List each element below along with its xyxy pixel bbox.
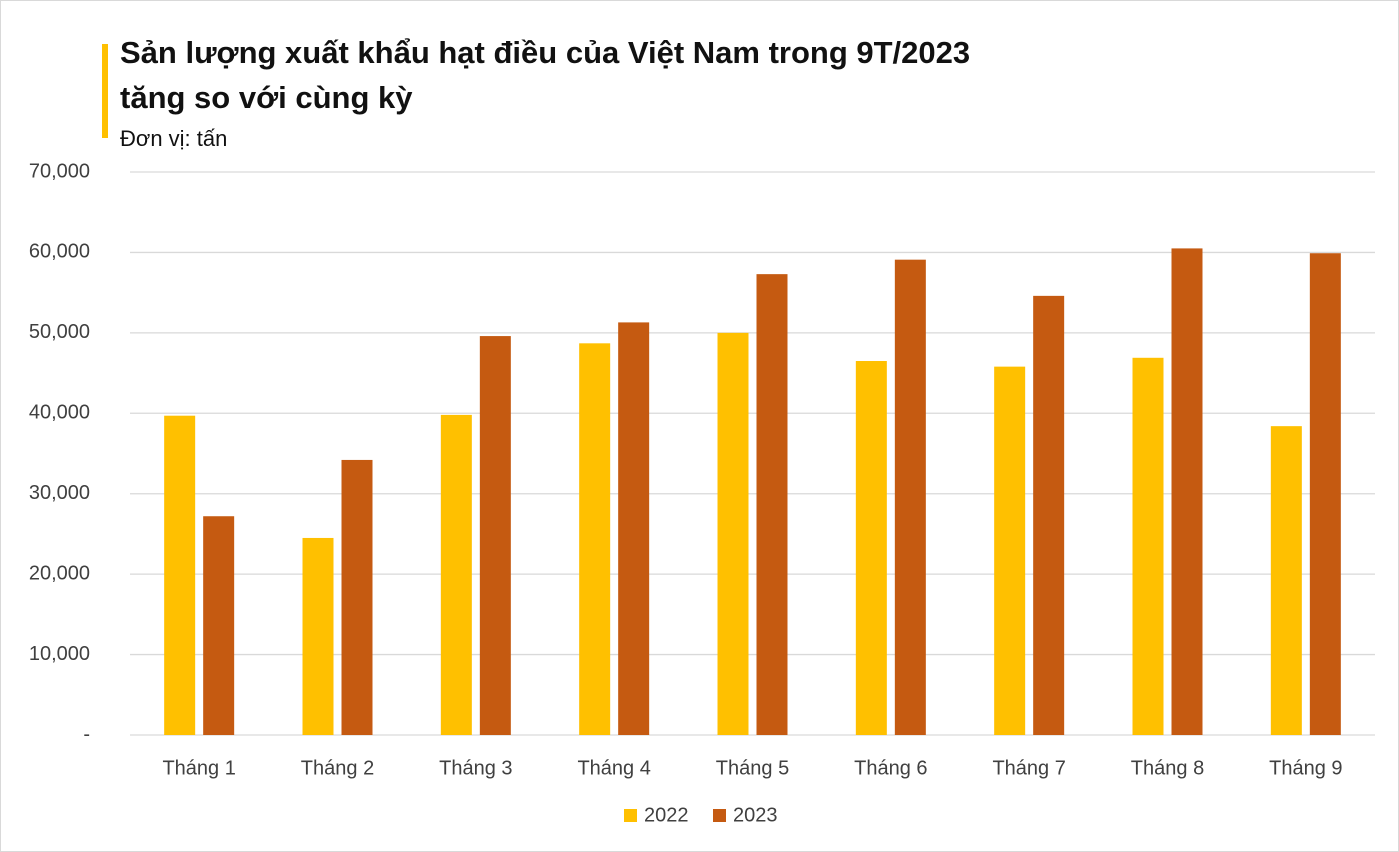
x-tick-label: Tháng 3 — [439, 757, 512, 779]
x-tick-label: Tháng 5 — [716, 757, 789, 779]
bar — [717, 332, 749, 735]
bar — [579, 343, 611, 735]
legend-swatch — [713, 809, 726, 822]
chart-title: tăng so với cùng kỳ — [120, 80, 413, 115]
bar — [164, 415, 196, 735]
bar — [1270, 426, 1302, 735]
bar — [1309, 253, 1341, 736]
y-tick-label: 70,000 — [29, 160, 90, 182]
legend-label: 2023 — [733, 804, 778, 826]
x-tick-label: Tháng 7 — [992, 757, 1065, 779]
bar — [618, 322, 650, 735]
bar — [894, 259, 926, 735]
x-tick-label: Tháng 2 — [301, 757, 374, 779]
x-tick-label: Tháng 1 — [162, 757, 235, 779]
x-tick-label: Tháng 4 — [577, 757, 650, 779]
legend-label: 2022 — [644, 804, 689, 826]
bar — [855, 361, 887, 735]
legend-swatch — [624, 809, 637, 822]
x-tick-label: Tháng 6 — [854, 757, 927, 779]
bar — [756, 274, 788, 735]
y-tick-label: 50,000 — [29, 321, 90, 343]
bar — [302, 537, 334, 735]
bar — [341, 459, 373, 735]
title-accent — [102, 44, 108, 138]
bar — [1132, 357, 1164, 735]
bar — [994, 366, 1026, 735]
chart-subtitle: Đơn vị: tấn — [120, 126, 227, 151]
y-tick-label: 40,000 — [29, 402, 90, 424]
y-tick-label: - — [83, 723, 90, 745]
bar — [1033, 295, 1065, 735]
bar — [440, 414, 472, 735]
chart-title: Sản lượng xuất khẩu hạt điều của Việt Na… — [120, 35, 970, 70]
bar — [479, 336, 511, 735]
y-tick-label: 30,000 — [29, 482, 90, 504]
y-tick-label: 20,000 — [29, 562, 90, 584]
bar — [203, 516, 235, 735]
y-tick-label: 10,000 — [29, 643, 90, 665]
x-tick-label: Tháng 8 — [1131, 757, 1204, 779]
x-tick-label: Tháng 9 — [1269, 757, 1342, 779]
bar — [1171, 248, 1203, 735]
y-tick-label: 60,000 — [29, 241, 90, 263]
